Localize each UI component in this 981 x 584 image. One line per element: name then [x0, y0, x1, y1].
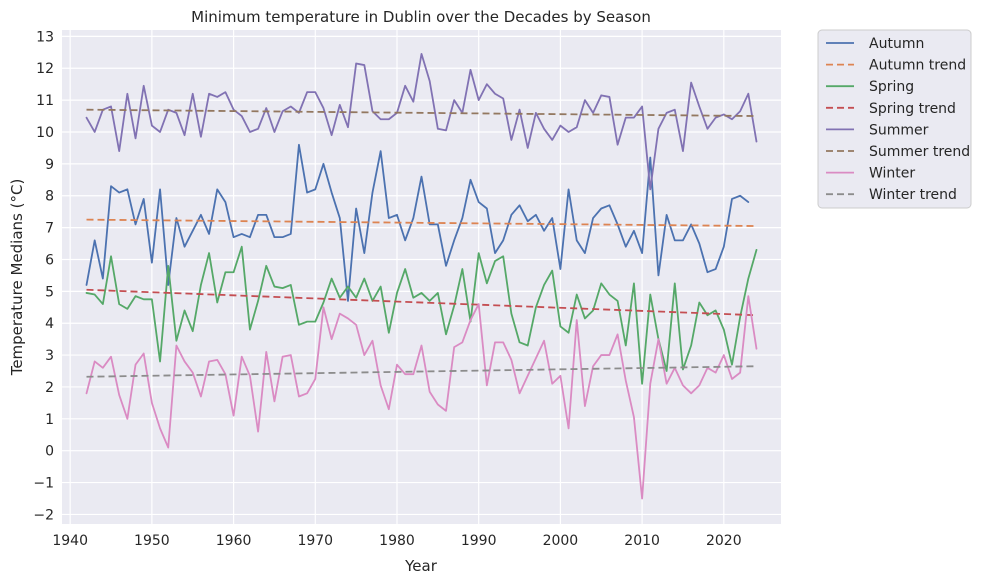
x-tick-label: 1970: [297, 533, 333, 549]
y-tick-label: 6: [45, 252, 54, 268]
y-tick-label: 4: [45, 316, 54, 332]
x-tick-label: 1950: [134, 533, 170, 549]
spring-trend-line: [86, 288, 757, 317]
y-tick-label: 9: [45, 157, 54, 173]
x-tick-label: 1960: [216, 533, 252, 549]
x-tick-label: 1980: [379, 533, 415, 549]
summer-line: [85, 53, 758, 191]
legend-label-winter-trend: Winter trend: [869, 187, 957, 203]
y-tick-label: 12: [36, 61, 54, 77]
x-tick-labels: 1940 1950 1960 1970 1980 1990 2000 2010 2020: [52, 533, 741, 549]
y-tick-label: 1: [45, 412, 54, 428]
x-tick-label: 2000: [543, 533, 579, 549]
x-tick-label: 2020: [706, 533, 742, 549]
y-tick-label: 7: [45, 221, 54, 237]
legend-label-summer-trend: Summer trend: [869, 144, 970, 160]
y-tick-label: 13: [36, 29, 54, 45]
legend-items: Autumn Autumn trend Spring Spring trend Summ…: [826, 36, 970, 203]
legend-label-spring: Spring: [869, 79, 914, 95]
y-tick-label: −1: [33, 476, 54, 492]
series-lines: [85, 53, 758, 500]
autumn-trend-line: [86, 218, 757, 227]
grid: [62, 30, 781, 524]
legend-label-winter: Winter: [869, 166, 915, 182]
legend-label-autumn-trend: Autumn trend: [869, 58, 966, 74]
y-tick-label: −2: [33, 507, 54, 523]
x-tick-label: 2010: [624, 533, 660, 549]
x-tick-label: 1990: [461, 533, 497, 549]
y-tick-label: 8: [45, 189, 54, 205]
x-tick-label: 1940: [52, 533, 88, 549]
winter-line: [85, 295, 758, 500]
spring-line: [85, 245, 758, 385]
legend: Autumn Autumn trend Spring Spring trend Summ…: [817, 29, 972, 209]
legend-label-spring-trend: Spring trend: [869, 101, 956, 117]
chart-title: Minimum temperature in Dublin over the D…: [191, 8, 651, 26]
winter-trend-line: [86, 365, 757, 378]
summer-trend-line: [86, 108, 757, 117]
legend-label-summer: Summer: [869, 122, 929, 138]
legend-label-autumn: Autumn: [869, 36, 924, 52]
x-axis-label: Year: [404, 557, 438, 575]
y-axis-label: Temperature Medians (°C): [8, 179, 26, 377]
y-tick-label: 2: [45, 380, 54, 396]
y-tick-label: 11: [36, 93, 54, 109]
y-tick-label: 5: [45, 284, 54, 300]
legend-box: [817, 29, 972, 209]
y-tick-label: 10: [36, 125, 54, 141]
y-tick-label: 0: [45, 444, 54, 460]
y-tick-label: 3: [45, 348, 54, 364]
autumn-line: [85, 143, 750, 302]
